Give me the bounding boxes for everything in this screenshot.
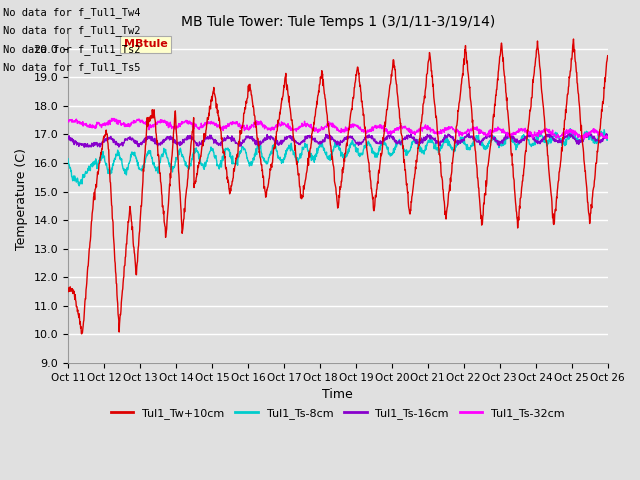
- Legend: Tul1_Tw+10cm, Tul1_Ts-8cm, Tul1_Ts-16cm, Tul1_Ts-32cm: Tul1_Tw+10cm, Tul1_Ts-8cm, Tul1_Ts-16cm,…: [106, 403, 569, 423]
- Text: No data for f_Tul1_Tw4: No data for f_Tul1_Tw4: [3, 7, 141, 18]
- Y-axis label: Temperature (C): Temperature (C): [15, 148, 28, 250]
- X-axis label: Time: Time: [323, 388, 353, 401]
- Text: No data for f_Tul1_Ts5: No data for f_Tul1_Ts5: [3, 62, 141, 73]
- Text: No data for f_Tul1_Tw2: No data for f_Tul1_Tw2: [3, 25, 141, 36]
- Title: MB Tule Tower: Tule Temps 1 (3/1/11-3/19/14): MB Tule Tower: Tule Temps 1 (3/1/11-3/19…: [180, 15, 495, 29]
- Text: No data for f_Tul1_Ts2: No data for f_Tul1_Ts2: [3, 44, 141, 55]
- Text: MBtule: MBtule: [124, 39, 168, 49]
